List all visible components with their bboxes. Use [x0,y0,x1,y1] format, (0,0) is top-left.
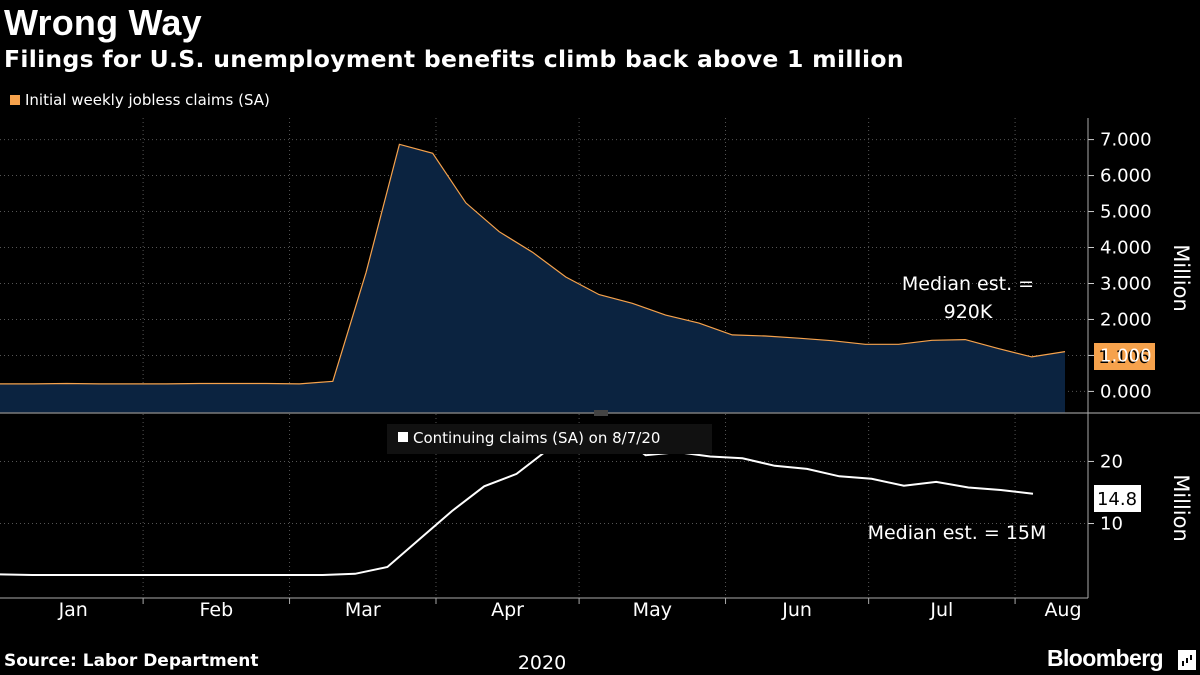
panel-resize-handle [594,410,608,416]
y-tick-label: 4.000 [1100,238,1152,259]
x-tick-label: Mar [345,599,381,621]
initial-claims-line [0,143,1066,385]
source-note: Source: Labor Department [4,651,259,671]
bloomberg-terminal-icon [1178,650,1196,670]
continuing-legend-label: Continuing claims (SA) on 8/7/20 [413,429,660,447]
continuing-unit-label: Million [1169,474,1193,542]
continuing-median-annotation: Median est. = 15M [868,522,1047,544]
y-tick-label: 1.000 [1100,345,1152,366]
initial-last-value-badge [1094,343,1155,370]
x-tick-label: Jun [781,599,812,621]
initial-median-annotation-value: 920K [944,301,993,323]
continuing-last-value-badge [1094,485,1141,512]
initial-legend-label: Initial weekly jobless claims (SA) [25,91,270,109]
initial-unit-label: Million [1169,244,1193,312]
y-tick-label: 2.000 [1100,309,1152,330]
x-tick-label: May [633,599,672,621]
y-tick-label: 10 [1100,514,1123,535]
continuing-legend-swatch [398,432,408,442]
y-tick-label: 20 [1100,451,1123,472]
bloomberg-logo: Bloomberg [1047,645,1164,671]
y-tick-label: 7.000 [1100,130,1152,151]
x-tick-label: Aug [1044,599,1081,621]
x-tick-label: Feb [200,599,234,621]
initial-median-annotation: Median est. = [902,273,1034,295]
initial-last-value: 1.106 [1098,347,1150,368]
y-tick-label: 0.000 [1100,381,1152,402]
chart-subtitle: Filings for U.S. unemployment benefits c… [4,45,904,73]
x-axis-year-label: 2020 [518,652,566,674]
initial-legend-swatch [10,95,20,105]
y-tick-label: 5.000 [1100,202,1152,223]
continuing-claims-line [0,429,1034,576]
chart-title: Wrong Way [4,2,202,43]
x-tick-label: Apr [491,599,524,621]
continuing-last-value: 14.8 [1097,489,1137,510]
x-tick-label: Jan [58,599,88,621]
continuing-legend-box [387,424,712,454]
x-tick-label: Jul [929,599,953,621]
y-tick-label: 6.000 [1100,166,1152,187]
y-tick-label: 3.000 [1100,273,1152,294]
initial-claims-area [0,144,1065,414]
